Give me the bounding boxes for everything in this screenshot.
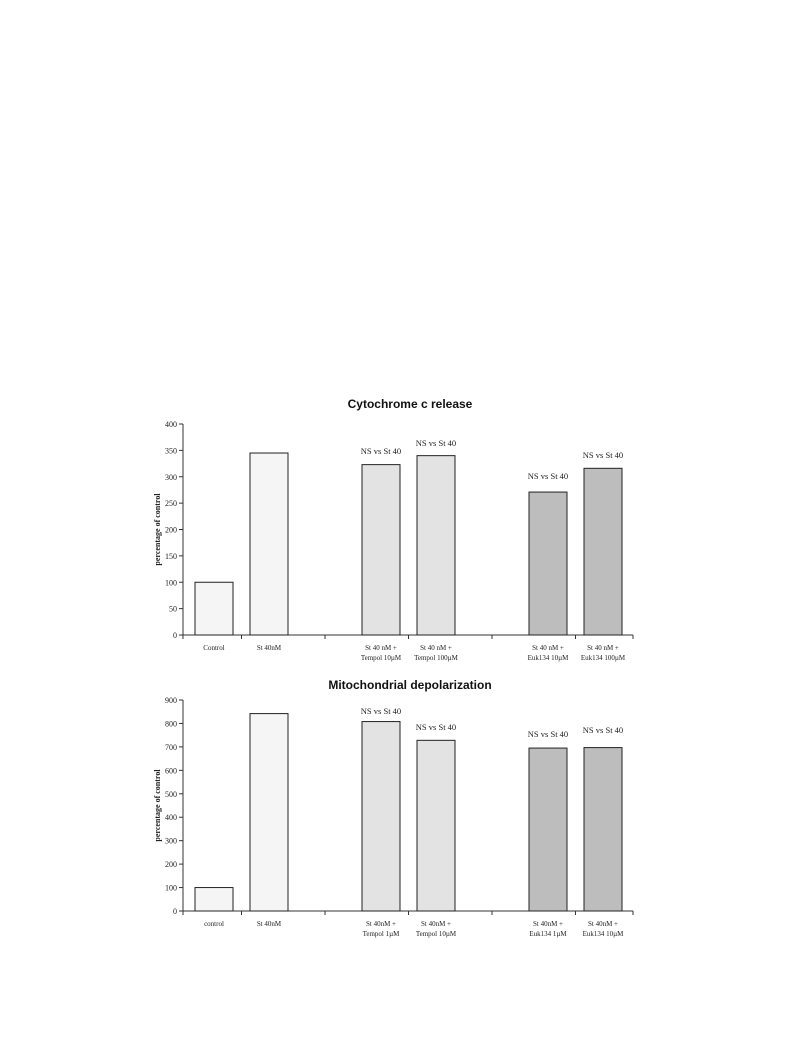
category-label: St 40nM + [533,920,563,928]
bar [249,713,289,912]
category-label: Tempol 100µM [414,654,459,662]
bar-annotation: NS vs St 40 [416,438,456,448]
category-label: St 40 nM + [365,644,397,652]
bar-annotation: NS vs St 40 [361,446,401,456]
bar [194,887,234,912]
bar [416,455,456,636]
bar [194,581,234,636]
y-tick-label: 300 [165,837,177,846]
category-label: Euk134 100µM [581,654,626,662]
y-tick-label: 900 [165,696,177,705]
category-label: St 40 nM + [532,644,564,652]
category-label: Tempol 1µM [363,930,401,938]
y-tick-label: 500 [165,790,177,799]
bar-annotation: NS vs St 40 [528,471,568,481]
bar [583,747,623,912]
bar [528,747,568,912]
y-tick-label: 300 [165,473,177,482]
bar [416,739,456,912]
category-label: St 40nM [257,920,282,928]
bar-annotation: NS vs St 40 [583,725,623,735]
bar [528,491,568,636]
bar-annotation: NS vs St 40 [361,706,401,716]
category-label: control [204,920,224,928]
y-tick-label: 100 [165,884,177,893]
y-tick-label: 700 [165,743,177,752]
y-tick-label: 400 [165,813,177,822]
y-tick-label: 150 [165,552,177,561]
y-axis-label: percentage of control [153,769,162,842]
bar-annotation: NS vs St 40 [528,729,568,739]
bar [361,464,401,636]
chart-title: Cytochrome c release [348,397,473,411]
y-tick-label: 350 [165,446,177,455]
category-label: St 40nM [257,644,282,652]
chart-title: Mitochondrial depolarization [328,678,491,692]
y-tick-label: 800 [165,719,177,728]
category-label: Euk134 1µM [529,930,567,938]
category-label: Tempol 10µM [416,930,457,938]
bar-annotation: NS vs St 40 [416,722,456,732]
bar [361,721,401,912]
bar [249,452,289,636]
category-label: St 40 nM + [587,644,619,652]
y-axis-label: percentage of control [153,493,162,566]
category-label: Control [203,644,224,652]
mitochondrial-depolarization-chart: Mitochondrial depolarization percentage o… [153,678,634,938]
y-tick-label: 0 [173,907,177,916]
y-tick-label: 400 [165,420,177,429]
category-label: Euk134 10µM [583,930,625,938]
y-tick-label: 250 [165,499,177,508]
category-label: St 40nM + [588,920,618,928]
category-label: St 40nM + [366,920,396,928]
bar [583,467,623,636]
category-label: Euk134 10µM [528,654,570,662]
y-tick-label: 200 [165,526,177,535]
bar-annotation: NS vs St 40 [583,450,623,460]
category-label: St 40nM + [421,920,451,928]
y-tick-label: 100 [165,578,177,587]
y-tick-label: 200 [165,860,177,869]
cytochrome-c-release-chart: Cytochrome c release percentage of contro… [153,397,634,662]
category-label: St 40 nM + [420,644,452,652]
y-tick-label: 50 [169,605,177,614]
category-label: Tempol 10µM [361,654,402,662]
y-tick-label: 600 [165,766,177,775]
y-tick-label: 0 [173,631,177,640]
